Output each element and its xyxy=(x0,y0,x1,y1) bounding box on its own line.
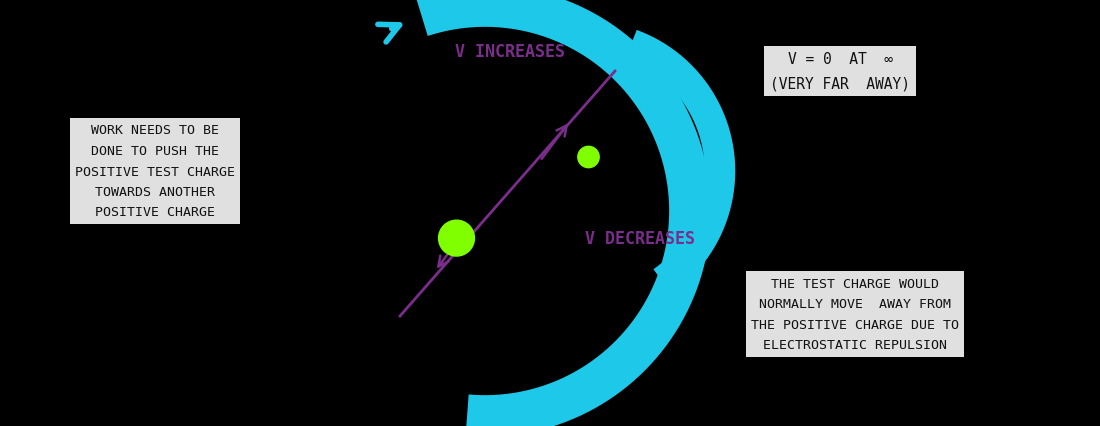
Text: WORK NEEDS TO BE
DONE TO PUSH THE
POSITIVE TEST CHARGE
TOWARDS ANOTHER
POSITIVE : WORK NEEDS TO BE DONE TO PUSH THE POSITI… xyxy=(75,124,235,219)
Text: V INCREASES: V INCREASES xyxy=(455,43,565,61)
Circle shape xyxy=(578,147,600,168)
Text: THE TEST CHARGE WOULD
NORMALLY MOVE  AWAY FROM
THE POSITIVE CHARGE DUE TO
ELECTR: THE TEST CHARGE WOULD NORMALLY MOVE AWAY… xyxy=(751,277,959,351)
Circle shape xyxy=(439,221,474,256)
Text: V = 0  AT  ∞
(VERY FAR  AWAY): V = 0 AT ∞ (VERY FAR AWAY) xyxy=(770,52,910,91)
Text: V DECREASES: V DECREASES xyxy=(585,230,695,248)
